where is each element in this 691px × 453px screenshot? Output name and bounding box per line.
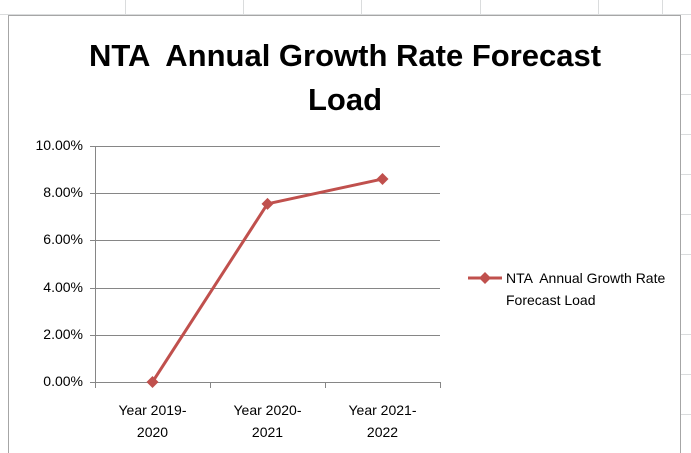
x-tick-label: Year 2021-2022: [348, 402, 417, 440]
y-tick-label: 8.00%: [43, 184, 83, 200]
y-tick-label: 10.00%: [36, 137, 83, 153]
series-marker: [376, 173, 389, 186]
series-marker: [261, 197, 274, 210]
series-marker: [146, 376, 159, 388]
x-tick-label: Year 2020-2021: [233, 402, 302, 440]
y-tick-label: 6.00%: [43, 231, 83, 247]
chart-title: NTA Annual Growth Rate Forecast Load: [88, 38, 610, 117]
y-tick-label: 0.00%: [43, 373, 83, 389]
x-tick-label: Year 2019-2020: [118, 402, 187, 440]
chart-area: [8, 15, 681, 453]
legend-marker: [479, 272, 491, 284]
y-tick-label: 2.00%: [43, 326, 83, 342]
y-tick-label: 4.00%: [43, 279, 83, 295]
legend-label: NTA Annual Growth Rate Forecast Load: [506, 270, 670, 308]
